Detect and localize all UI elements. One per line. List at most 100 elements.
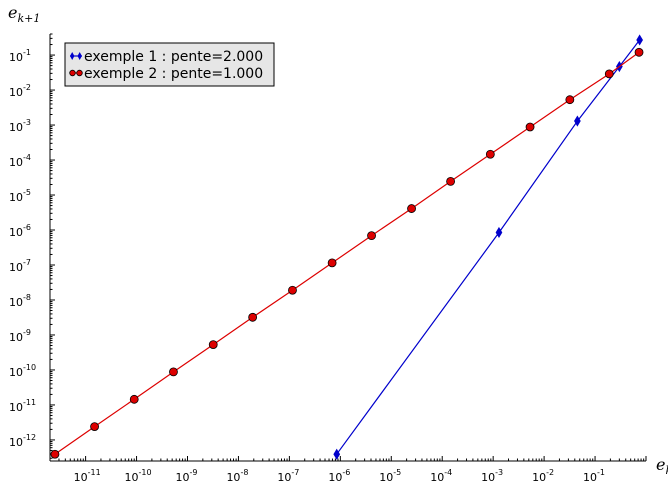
legend-marker-2b xyxy=(76,69,83,77)
x-tick-exp: -1 xyxy=(597,468,605,477)
series-2-point xyxy=(525,122,535,132)
series-2-point xyxy=(208,340,218,350)
y-tick-label: 10-2 xyxy=(9,83,31,99)
x-tick-label: 10-8 xyxy=(226,468,248,484)
y-tick-base: 10 xyxy=(9,121,23,134)
y-tick-exp: -10 xyxy=(23,363,36,372)
y-tick-exp: -11 xyxy=(23,398,36,407)
y-tick-label: 10-7 xyxy=(9,258,31,274)
x-tick-base: 10 xyxy=(379,471,393,484)
x-tick-label: 10-2 xyxy=(532,468,554,484)
x-tick-label: 10-6 xyxy=(328,468,350,484)
legend-box xyxy=(64,42,275,87)
x-axis-label-sub: k xyxy=(665,464,668,477)
series-2-point xyxy=(90,422,99,432)
y-tick-label: 10-6 xyxy=(9,223,31,239)
series-2-point xyxy=(327,258,337,268)
x-tick-base: 10 xyxy=(226,471,240,484)
y-tick-exp: -3 xyxy=(23,118,31,127)
x-tick-exp: -4 xyxy=(444,468,452,477)
y-tick-label: 10-9 xyxy=(9,328,31,344)
x-tick-label: 10-11 xyxy=(74,468,101,484)
y-tick-label: 10-8 xyxy=(9,293,31,309)
series-2-point xyxy=(485,149,495,159)
x-tick-exp: -7 xyxy=(291,468,299,477)
legend: exemple 1 : pente=2.000 exemple 2 : pent… xyxy=(64,42,275,87)
x-tick-exp: -9 xyxy=(189,468,197,477)
x-tick-exp: -11 xyxy=(88,468,101,477)
x-tick-exp: -6 xyxy=(342,468,350,477)
series-2-point xyxy=(634,47,644,57)
x-tick-exp: -5 xyxy=(393,468,401,477)
x-tick-label: 10-9 xyxy=(175,468,197,484)
y-tick-label: 10-1 xyxy=(9,48,31,64)
x-tick-exp: -3 xyxy=(495,468,503,477)
y-tick-base: 10 xyxy=(9,226,23,239)
y-tick-base: 10 xyxy=(9,261,23,274)
x-tick-label: 10-1 xyxy=(583,468,605,484)
series-2-point xyxy=(565,95,575,105)
y-tick-label: 10-3 xyxy=(9,118,31,134)
legend-label-1: exemple 1 : pente=2.000 xyxy=(84,49,263,65)
series-2-point xyxy=(367,231,376,241)
y-axis-label-sub: k+1 xyxy=(17,12,40,25)
x-tick-label: 10-3 xyxy=(481,468,503,484)
legend-marker-1b xyxy=(77,52,82,60)
x-tick-base: 10 xyxy=(74,471,88,484)
x-tick-label: 10-5 xyxy=(379,468,401,484)
y-tick-label: 10-10 xyxy=(9,363,36,379)
series-2-point xyxy=(446,177,455,186)
y-tick-base: 10 xyxy=(9,191,23,204)
y-tick-base: 10 xyxy=(9,366,23,379)
y-tick-exp: -2 xyxy=(23,83,31,92)
y-tick-exp: -8 xyxy=(23,293,31,302)
axes xyxy=(49,34,646,462)
x-tick-base: 10 xyxy=(175,471,189,484)
y-tick-exp: -1 xyxy=(23,48,31,57)
x-tick-base: 10 xyxy=(125,471,139,484)
x-tick-label: 10-7 xyxy=(277,468,299,484)
series-2-point xyxy=(50,449,60,459)
series-2-point xyxy=(288,285,297,295)
y-tick-label: 10-5 xyxy=(9,188,31,204)
x-tick-exp: -8 xyxy=(240,468,248,477)
x-axis-label: ek xyxy=(656,455,668,477)
x-tick-label: 10-10 xyxy=(125,468,152,484)
series-group xyxy=(50,34,644,460)
y-tick-exp: -7 xyxy=(23,258,31,267)
y-tick-base: 10 xyxy=(9,156,23,169)
y-tick-base: 10 xyxy=(9,436,23,449)
y-tick-exp: -6 xyxy=(23,223,31,232)
y-axis-label: ek+1 xyxy=(8,3,40,25)
y-tick-exp: -9 xyxy=(23,328,31,337)
series-2-point xyxy=(248,312,258,322)
y-tick-base: 10 xyxy=(9,86,23,99)
series-1-point xyxy=(574,115,581,127)
legend-entry-1: exemple 1 : pente=2.000 xyxy=(70,49,263,65)
y-ticks: 10-1210-1110-1010-910-810-710-610-510-41… xyxy=(9,33,55,459)
series-1-point xyxy=(333,448,341,460)
series-line-1 xyxy=(336,39,641,455)
series-2-point xyxy=(604,69,614,79)
x-tick-base: 10 xyxy=(583,471,597,484)
legend-marker-1a xyxy=(70,52,75,60)
x-tick-base: 10 xyxy=(430,471,444,484)
x-tick-base: 10 xyxy=(277,471,291,484)
y-tick-base: 10 xyxy=(9,331,23,344)
y-tick-base: 10 xyxy=(9,401,23,414)
y-tick-label: 10-12 xyxy=(9,433,36,449)
x-tick-base: 10 xyxy=(532,471,546,484)
y-tick-exp: -4 xyxy=(23,153,31,162)
y-tick-base: 10 xyxy=(9,51,23,64)
y-tick-label: 10-11 xyxy=(9,398,36,414)
x-ticks: 10-11 10-10 10-9 10-8 10-7 10-6 10-5 10-4 10-3 10… xyxy=(49,456,647,484)
series-1-point xyxy=(495,226,503,239)
x-tick-base: 10 xyxy=(328,471,342,484)
series-1-point xyxy=(636,34,643,46)
x-tick-label: 10-4 xyxy=(430,468,452,484)
legend-label-2: exemple 2 : pente=1.000 xyxy=(84,66,263,82)
legend-marker-2a xyxy=(69,69,76,77)
series-2-point xyxy=(129,394,139,404)
y-tick-exp: -12 xyxy=(23,433,36,442)
